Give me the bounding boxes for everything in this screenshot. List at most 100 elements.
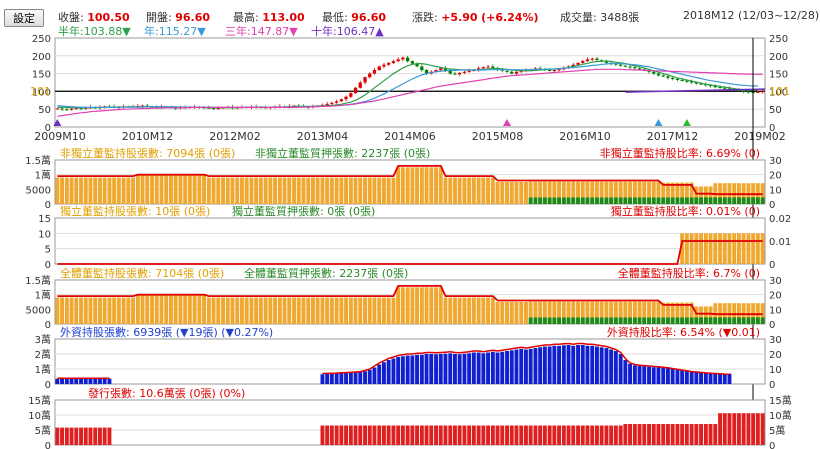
issued-bar — [509, 425, 514, 445]
issued-bar — [443, 425, 448, 445]
non-independent-panel-left-tick: 1.5萬 — [25, 154, 51, 167]
candle-body — [761, 91, 765, 93]
all-directors-panel-holding-bar — [296, 297, 301, 324]
non-independent-panel-holding-bar — [372, 177, 377, 204]
non-independent-panel-pledge-bar — [647, 197, 651, 204]
non-independent-panel-pledge-bar — [580, 197, 585, 204]
all-directors-panel-holding-bar — [348, 297, 353, 324]
non-independent-panel-pledge-bar — [732, 197, 737, 204]
non-independent-panel-holding-bar — [415, 167, 419, 204]
issued-bar — [557, 425, 561, 445]
all-directors-panel-holding-bar — [599, 301, 604, 324]
issued-bar — [353, 425, 358, 445]
foreign-holding-bar — [580, 345, 585, 384]
candle-body — [619, 64, 623, 66]
non-independent-panel-holding-bar — [197, 174, 202, 204]
quote-header: 設定 收盤: 100.50 開盤: 96.60 最高: 113.00 最低: 9… — [0, 0, 820, 38]
foreign-holding-bar — [703, 373, 708, 385]
all-directors-panel-holding-bar — [173, 294, 178, 324]
price-right-tick: 150 — [769, 70, 788, 81]
independent-panel-right-tick: 0.01 — [769, 237, 791, 248]
all-directors-panel-holding-bar — [391, 297, 396, 324]
candle-body — [727, 88, 732, 90]
independent-panel-right-tick: 0.02 — [769, 214, 791, 225]
non-independent-panel-holding-bar — [443, 177, 448, 204]
all-directors-panel-holding-bar — [684, 302, 689, 324]
foreign-holding-bar — [320, 374, 325, 385]
issued-bar — [102, 427, 107, 445]
non-independent-panel-holding-bar — [675, 182, 680, 204]
independent-panel-holding-bar — [694, 233, 699, 264]
foreign-holding-bar — [684, 371, 689, 385]
all-directors-panel-holding-bar — [481, 297, 486, 324]
non-independent-panel-ratio-line — [57, 165, 763, 196]
non-independent-panel-holding-bar — [509, 182, 514, 204]
non-independent-panel-holding-bar — [670, 182, 675, 204]
candle-body — [491, 66, 495, 68]
all-directors-panel-pledge-bar — [751, 317, 756, 324]
foreign-holding-bar — [538, 347, 543, 385]
all-directors-panel-holding-bar — [604, 301, 609, 324]
issued-bar — [708, 424, 713, 445]
ma-year-line — [57, 63, 758, 108]
all-directors-panel-holding-bar — [675, 302, 680, 324]
issued-bar — [542, 425, 547, 445]
all-directors-panel-pledge-bar — [642, 317, 647, 324]
foreign-holding-bar — [694, 372, 699, 384]
issued-bar — [514, 425, 519, 445]
issued-bar — [642, 424, 647, 445]
independent-panel-holding-bar — [722, 233, 727, 264]
issued-bar — [363, 425, 367, 445]
all-directors-panel-holding-bar — [358, 297, 363, 324]
non-independent-panel-holding-bar — [524, 182, 528, 204]
foreign-holding-bar — [727, 373, 732, 384]
all-directors-panel-holding-bar — [183, 294, 188, 324]
all-directors-panel-holding-bar — [557, 301, 561, 324]
foreign-right-tick: 20 — [769, 350, 782, 361]
non-independent-panel-holding-bar — [55, 177, 60, 204]
candle-body — [694, 82, 698, 84]
all-directors-panel-holding-bar — [282, 297, 287, 324]
foreign-holding-bar — [699, 372, 703, 385]
non-independent-panel-holding-bar — [121, 177, 126, 204]
all-directors-panel-holding-bar — [623, 301, 628, 324]
non-independent-panel-right-tick: 0 — [769, 200, 775, 211]
all-directors-panel-holding-bar — [533, 301, 538, 324]
non-independent-panel-holding-bar — [500, 182, 505, 204]
all-directors-panel-holding-bar — [192, 294, 197, 324]
foreign-left-tick: 2萬 — [35, 348, 51, 361]
close-stat: 收盤: 100.50 — [58, 9, 130, 25]
non-independent-panel-holding-bar — [467, 177, 472, 204]
non-independent-panel-holding-bar — [490, 177, 495, 204]
non-independent-panel-holding-bar — [703, 186, 708, 204]
candle-body — [65, 109, 69, 111]
x-tick-label: 2019M02 — [734, 130, 785, 143]
all-directors-panel-pledge-bar — [590, 317, 595, 324]
all-directors-panel-left-tick: 1.5萬 — [25, 274, 51, 287]
issued-bar — [377, 425, 382, 445]
non-independent-panel-pledge-bar — [557, 197, 561, 204]
open-stat: 開盤: 96.60 — [146, 9, 210, 25]
all-directors-panel-holding-bar — [150, 294, 154, 324]
candle-body — [330, 102, 334, 104]
non-independent-panel-pledge-bar — [689, 197, 694, 204]
issued-left-tick: 5萬 — [35, 424, 51, 437]
all-directors-panel-holding-bar — [258, 297, 263, 324]
non-independent-panel-holding-bar — [471, 177, 476, 204]
all-directors-panel-holding-bar — [708, 306, 713, 324]
settings-button[interactable]: 設定 — [4, 9, 44, 27]
x-tick-label: 2010M12 — [122, 130, 173, 143]
foreign-holding-bar — [457, 354, 462, 384]
non-independent-panel-holding-bar — [585, 181, 590, 204]
non-independent-panel-holding-bar — [178, 174, 183, 204]
all-directors-panel-holding-bar — [55, 297, 60, 324]
x-tick-label: 2009M10 — [34, 130, 85, 143]
change-stat: 漲跌: +5.90 (+6.24%) — [412, 9, 539, 25]
foreign-holding-bar — [609, 349, 614, 384]
issued-bar — [599, 425, 604, 445]
non-independent-panel-pledge-bar — [618, 197, 623, 204]
non-independent-panel-pledge-bar — [670, 197, 675, 204]
issued-right-tick: 10萬 — [769, 409, 792, 422]
candle-body — [401, 57, 405, 60]
